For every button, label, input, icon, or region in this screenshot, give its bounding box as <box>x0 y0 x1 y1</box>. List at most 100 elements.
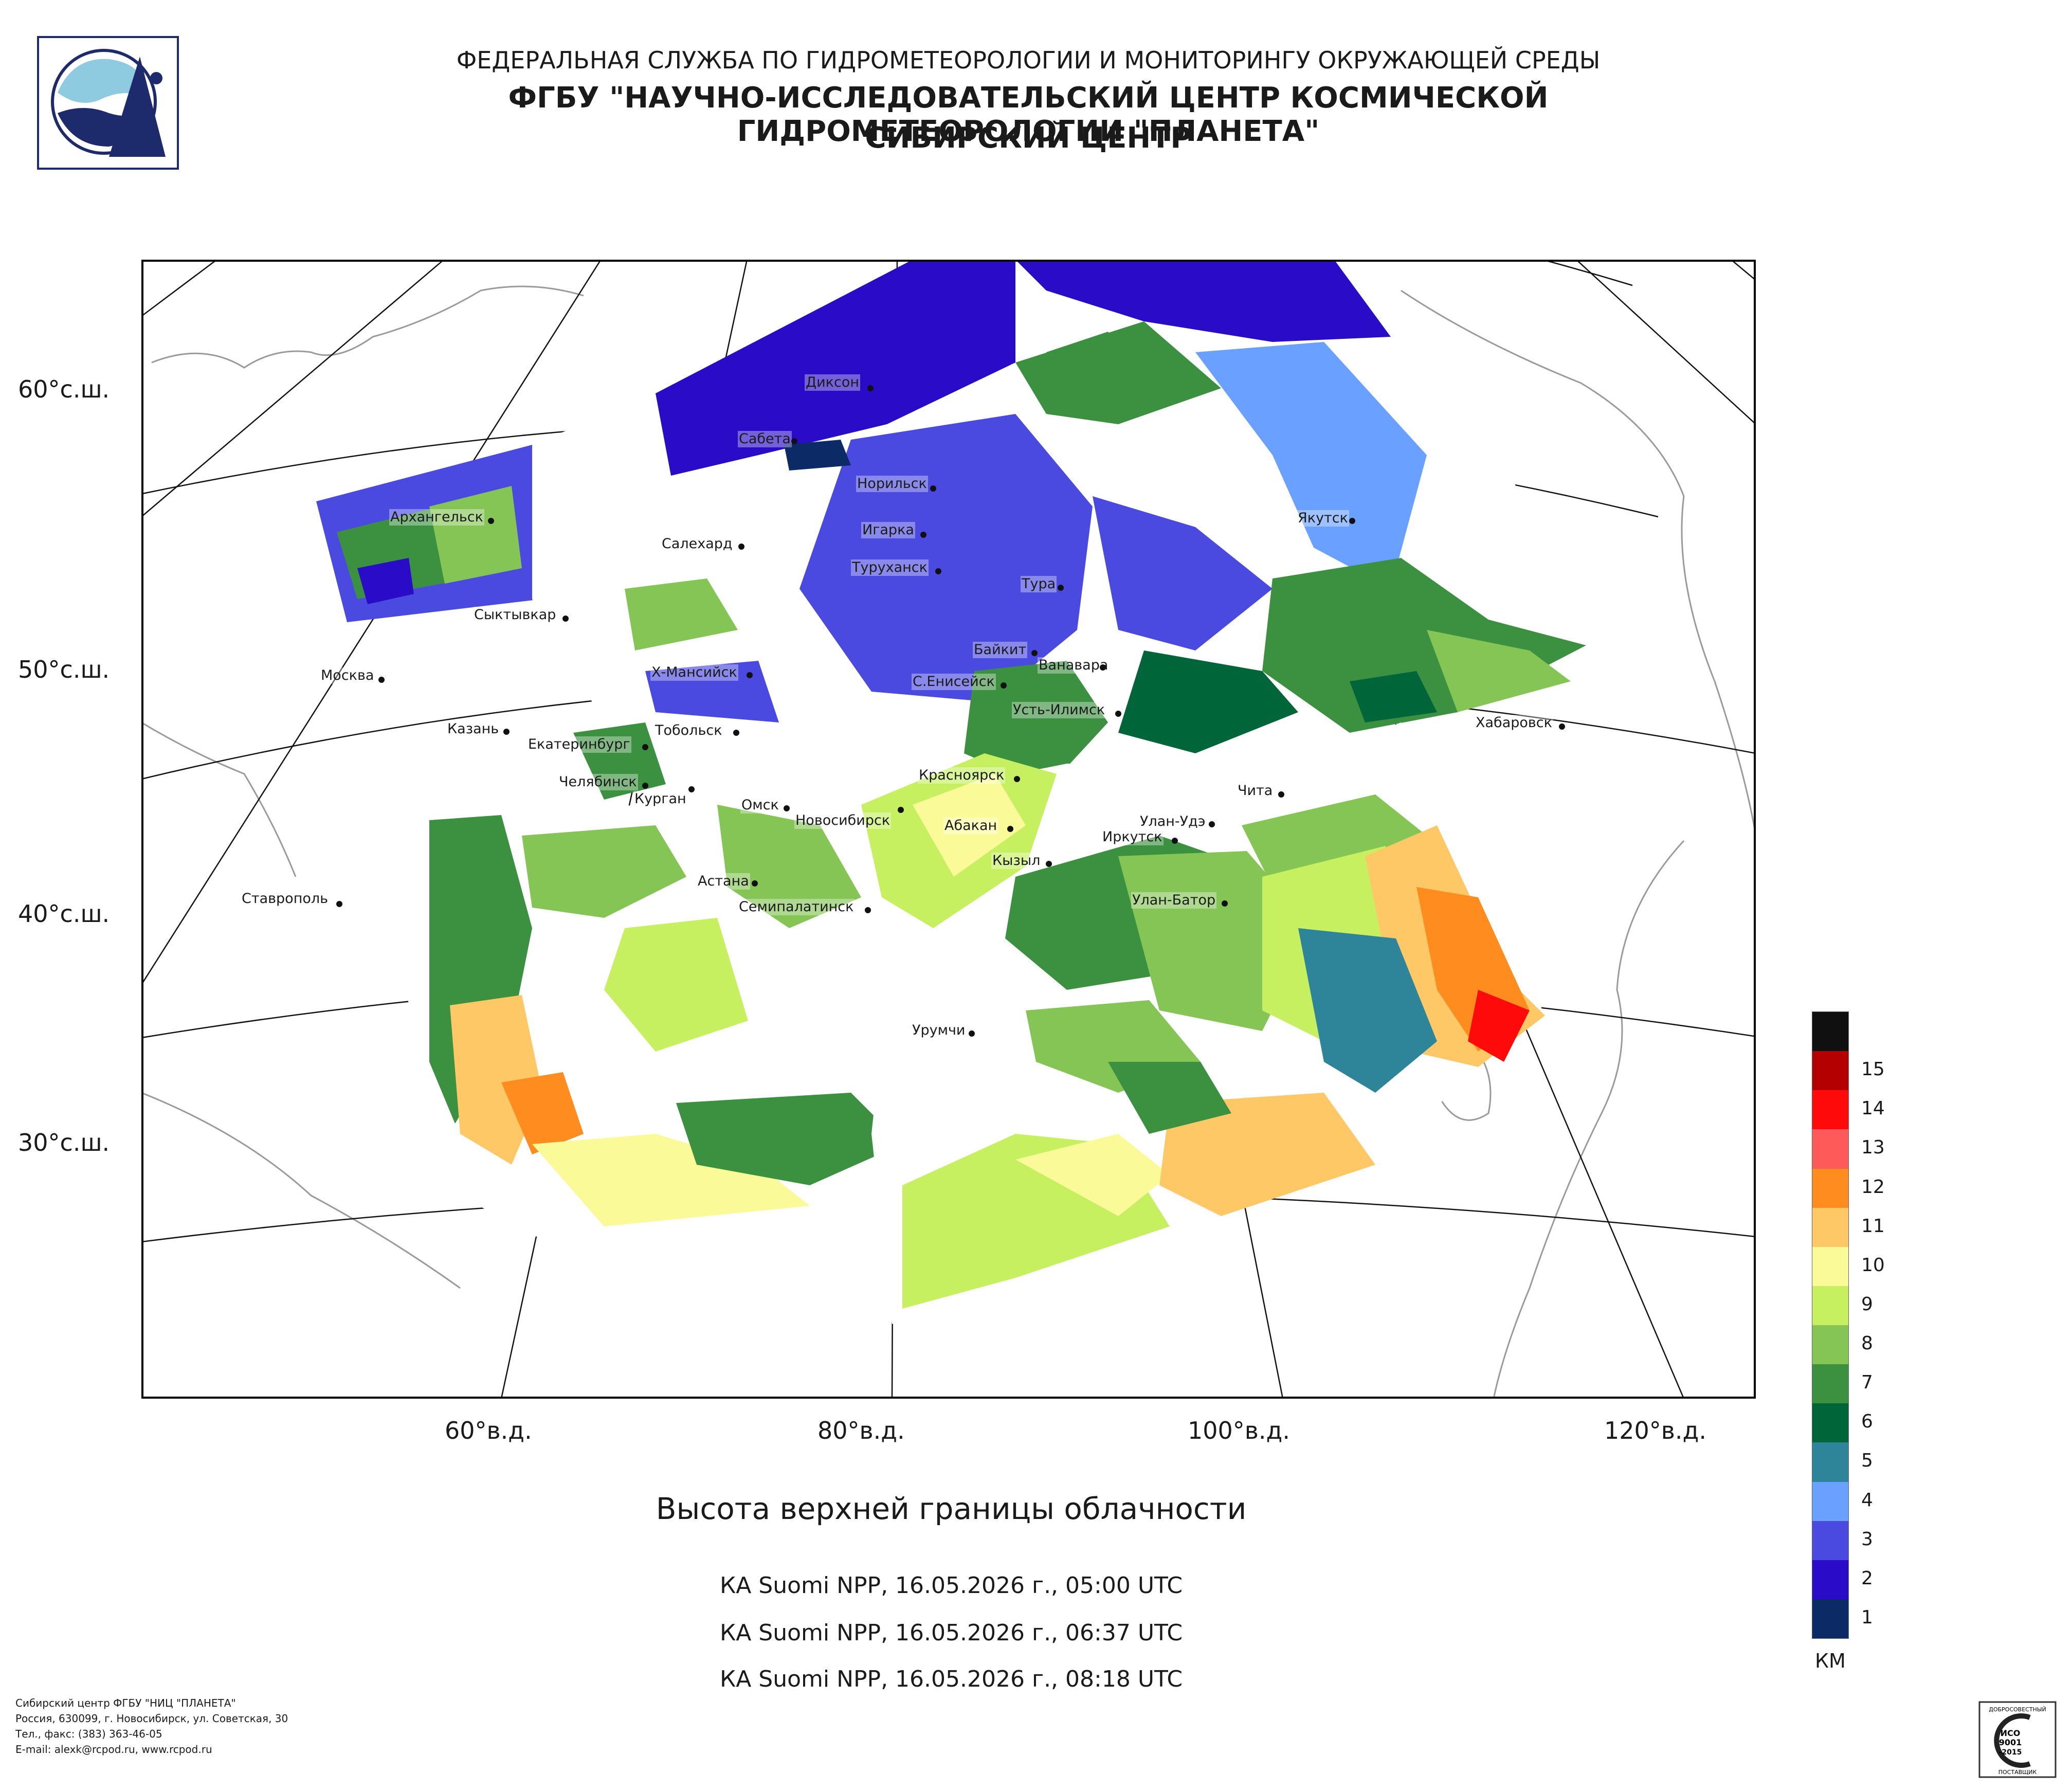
city-label: Чита <box>1237 783 1274 799</box>
city-dot <box>1222 900 1228 907</box>
colorbar-tick-label: 5 <box>1861 1450 1873 1472</box>
city-dot <box>642 783 648 789</box>
city-label: Туруханск <box>851 559 929 576</box>
city-dot <box>1046 861 1052 867</box>
colorbar-tick-label: 7 <box>1861 1372 1873 1394</box>
city-label: Тобольск <box>654 722 723 739</box>
colorbar-segment <box>1812 1560 1848 1599</box>
satellite-pass-2: КА Suomi NPP, 16.05.2026 г., 06:37 UTC <box>719 1620 1183 1646</box>
colorbar-unit: КМ <box>1815 1650 1846 1672</box>
city-label: Москва <box>320 667 375 684</box>
iso-badge-mid1: ИСО <box>2001 1728 2021 1738</box>
city-dot <box>784 805 790 811</box>
cloud-top-height-map <box>141 260 1756 1399</box>
colorbar-segment <box>1812 1207 1848 1247</box>
city-dot <box>935 568 941 574</box>
city-dot <box>1209 821 1215 827</box>
city-dot <box>1014 776 1020 782</box>
height-colorbar <box>1812 1011 1849 1639</box>
colorbar-segment <box>1812 1481 1848 1521</box>
colorbar-segment <box>1812 1286 1848 1325</box>
colorbar-tick-label: 13 <box>1861 1137 1885 1159</box>
city-label: Якутск <box>1297 510 1349 527</box>
city-dot <box>1115 711 1121 717</box>
city-dot <box>503 729 510 735</box>
satellite-swath-2 <box>532 260 1586 800</box>
colorbar-tick-label: 2 <box>1861 1567 1873 1589</box>
city-label: Хабаровск <box>1475 715 1553 731</box>
footer-address: Россия, 630099, г. Новосибирск, ул. Сове… <box>15 1712 288 1725</box>
city-dot <box>920 532 926 538</box>
city-label: Астана <box>697 873 750 890</box>
city-label: С.Енисейск <box>912 674 996 690</box>
city-label: Семипалатинск <box>738 899 855 915</box>
colorbar-segment <box>1812 1403 1848 1443</box>
satellite-pass-3: КА Suomi NPP, 16.05.2026 г., 08:18 UTC <box>719 1666 1183 1692</box>
colorbar-segment <box>1812 1442 1848 1482</box>
city-dot <box>865 907 871 913</box>
city-label: Ванавара <box>1038 657 1110 674</box>
colorbar-tick-label: 6 <box>1861 1411 1873 1433</box>
city-label: Тура <box>1021 576 1057 592</box>
colorbar-tick-label: 15 <box>1861 1059 1885 1080</box>
city-dot <box>488 518 494 524</box>
city-label: Омск <box>740 797 780 813</box>
colorbar-segment <box>1812 1521 1848 1560</box>
city-dot <box>1031 650 1038 656</box>
city-dot <box>1559 723 1565 730</box>
city-label: Новосибирск <box>794 812 892 829</box>
city-dot <box>562 616 569 622</box>
satellite-swath-1 <box>316 445 542 622</box>
city-dot <box>747 672 753 678</box>
iso-certification-badge-icon: ДОБРОСОВЕСТНЫЙ ИСО 9001 -2015 ПОСТАВЩИК <box>1978 1701 2057 1778</box>
institute-name: ФГБУ "НАУЧНО-ИССЛЕДОВАТЕЛЬСКИЙ ЦЕНТР КОС… <box>508 81 1549 148</box>
city-label: Игарка <box>861 522 915 538</box>
colorbar-tick-label: 1 <box>1861 1606 1873 1628</box>
footer-email: E-mail: alexk@rcpod.ru, www.rcpod.ru <box>15 1743 212 1756</box>
colorbar-segment <box>1812 1246 1848 1286</box>
city-dot <box>791 438 797 444</box>
lat-label-30: 30°с.ш. <box>18 1129 110 1156</box>
satellite-pass-1: КА Suomi NPP, 16.05.2026 г., 05:00 UTC <box>719 1572 1183 1599</box>
colorbar-tick-label: 14 <box>1861 1098 1885 1119</box>
lat-label-60: 60°с.ш. <box>18 375 110 403</box>
city-label: Курган <box>633 791 687 807</box>
city-label: Архангельск <box>389 509 484 526</box>
lon-label-60: 60°в.д. <box>445 1417 532 1444</box>
city-label: Диксон <box>805 374 860 391</box>
map-title: Высота верхней границы облачности <box>656 1491 1247 1526</box>
city-label: Красноярск <box>918 767 1006 784</box>
agency-name: ФЕДЕРАЛЬНАЯ СЛУЖБА ПО ГИДРОМЕТЕОРОЛОГИИ … <box>456 46 1601 74</box>
lat-label-40: 40°с.ш. <box>18 900 110 928</box>
city-dot <box>1278 791 1284 798</box>
colorbar-segment <box>1812 1129 1848 1169</box>
city-label: Челябинск <box>558 774 638 790</box>
center-name: СИБИРСКИЙ ЦЕНТР <box>865 121 1192 155</box>
colorbar-segment <box>1812 1012 1848 1052</box>
city-label: Усть-Илимск <box>1012 702 1106 718</box>
city-dot <box>733 730 739 736</box>
satellite-swath-3 <box>398 722 902 1237</box>
city-dot <box>1100 664 1106 671</box>
colorbar-tick-label: 9 <box>1861 1293 1873 1315</box>
lon-label-80: 80°в.д. <box>817 1417 905 1444</box>
planeta-logo-icon <box>37 36 179 170</box>
city-dot <box>378 677 385 683</box>
colorbar-tick-label: 10 <box>1861 1254 1885 1276</box>
city-dot <box>867 385 874 391</box>
city-dot <box>1001 682 1007 689</box>
city-label: Х-Мансийск <box>650 664 738 681</box>
city-dot <box>752 880 758 887</box>
city-dot <box>1058 585 1064 591</box>
city-dot <box>688 786 695 792</box>
colorbar-tick-label: 12 <box>1861 1176 1885 1198</box>
city-label: Ставрополь <box>241 891 330 907</box>
city-label: Екатеринбург <box>527 736 631 753</box>
lon-label-120: 120°в.д. <box>1604 1417 1706 1444</box>
city-dot <box>1349 518 1355 524</box>
city-label: Улан-Удэ <box>1139 813 1207 830</box>
city-label: Абакан <box>943 818 998 834</box>
lat-label-50: 50°с.ш. <box>18 656 110 683</box>
colorbar-tick-label: 11 <box>1861 1215 1885 1237</box>
city-label: Норильск <box>856 476 928 492</box>
